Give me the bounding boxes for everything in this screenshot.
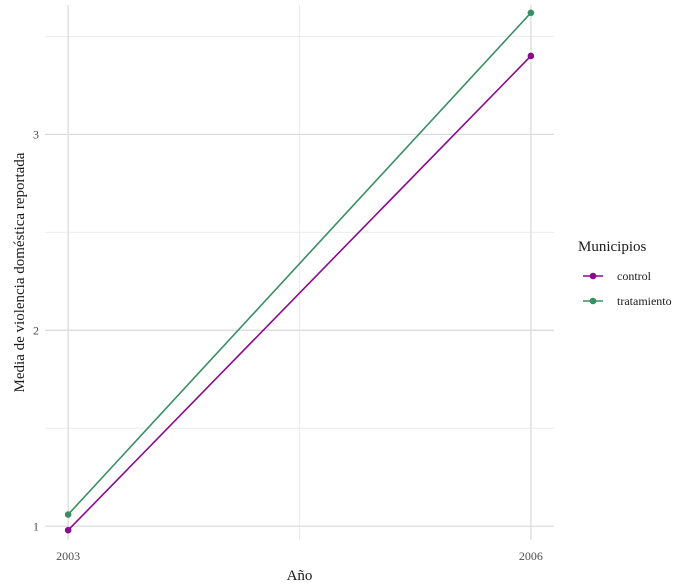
legend-key-point [589,272,597,280]
data-point-tratamiento [527,9,535,17]
series-control [64,52,535,534]
data-point-control [527,52,535,60]
data-point-control [64,526,72,534]
legend-item-control: control [583,269,652,283]
legend-key-point [589,297,597,305]
legend: Municipios control tratamiento [578,239,672,308]
y-tick-label: 2 [33,323,39,337]
legend-items: control tratamiento [583,269,672,308]
series-tratamiento [64,9,535,518]
series-line-control [67,55,532,531]
x-tick-label: 2003 [56,549,80,563]
series-line-tratamiento [67,12,532,516]
major-grid [45,5,554,540]
y-tick-labels: 1 2 3 [33,127,39,533]
y-tick-label: 1 [33,519,39,533]
legend-label: control [617,269,652,283]
y-tick-label: 3 [33,127,39,141]
series-layer [64,9,535,534]
data-point-tratamiento [64,511,72,518]
y-axis-title: Media de violencia doméstica reportada [12,152,28,392]
legend-label: tratamiento [617,294,672,308]
legend-item-tratamiento: tratamiento [583,294,672,308]
x-tick-label: 2006 [519,549,543,563]
minor-grid [45,5,554,540]
x-tick-labels: 2003 2006 [56,549,543,563]
legend-title: Municipios [578,239,646,255]
x-axis-title: Año [287,568,313,584]
